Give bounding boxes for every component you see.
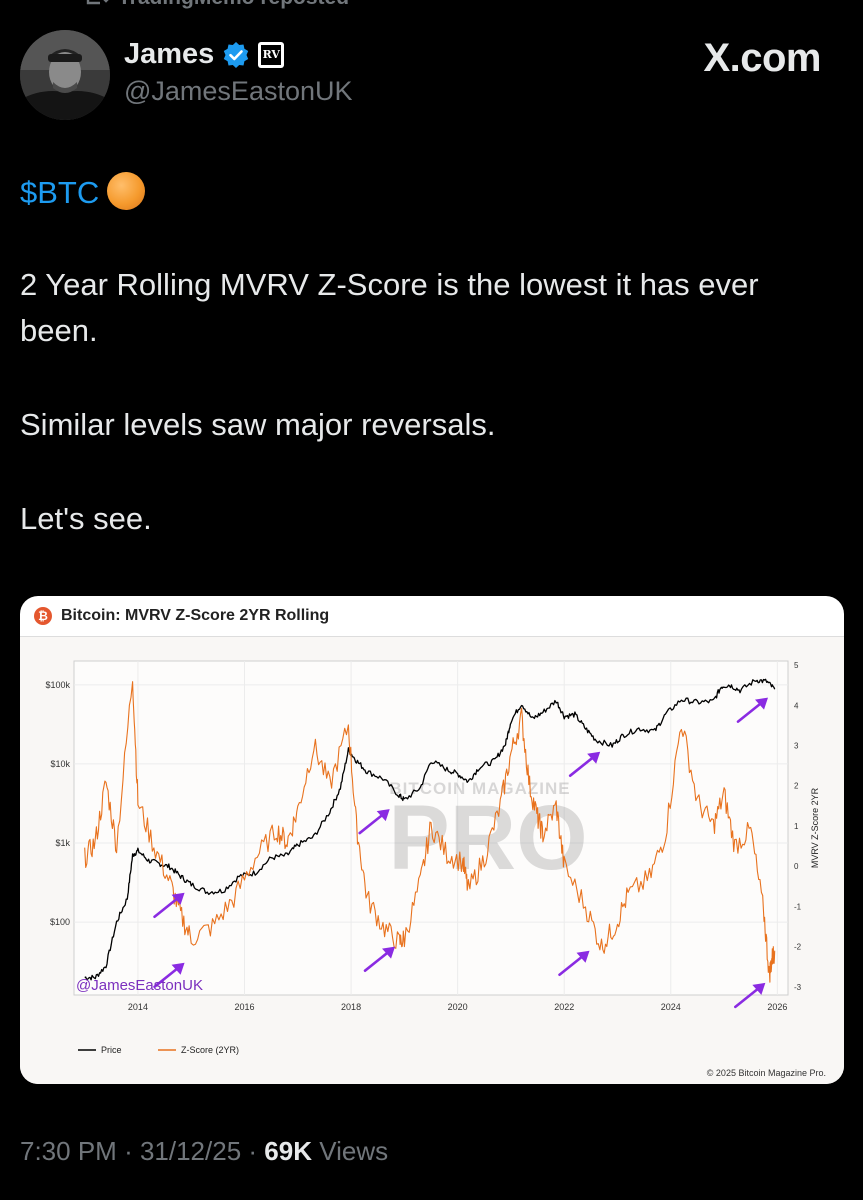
repost-icon [86,0,109,5]
tweet-line-cashtag: $BTC [20,170,840,216]
y-right-tick-label: 3 [794,742,799,751]
tweet-line-3: Let's see. [20,501,152,536]
y-left-tick-label: $100k [45,680,70,690]
y-right-tick-label: 0 [794,862,799,871]
x-tick-label: 2018 [341,1002,361,1012]
x-tick-label: 2014 [128,1002,148,1012]
annotation-arrow-shaft [558,953,586,977]
affiliate-badge[interactable]: RV [258,41,285,68]
annotation-arrow-shaft [153,895,181,919]
tweet-date[interactable]: 31/12/25 [139,1136,242,1166]
tweet-line-1: 2 Year Rolling MVRV Z-Score is the lowes… [20,267,759,348]
y-right-tick-label: 4 [794,701,799,710]
annotation-arrow-head [576,950,590,963]
watermark: BITCOIN MAGAZINE PRO [388,779,587,889]
repost-header: TradingMemo reposted [84,0,349,10]
cashtag-link[interactable]: $BTC [20,175,100,210]
separator-dot: · [124,1136,140,1166]
views-count: 69K [264,1136,312,1166]
chart-legend: Price Z-Score (2YR) [78,1045,239,1055]
legend-label: Z-Score (2YR) [181,1045,239,1055]
y-left-tick-label: $10k [50,759,70,769]
tweet-line-2: Similar levels saw major reversals. [20,407,496,442]
avatar-image [20,30,110,120]
chart-title: Bitcoin: MVRV Z-Score 2YR Rolling [61,607,330,624]
y-right-tick-label: -2 [794,943,802,952]
zscore-line [84,681,776,983]
y-right-tick-label: -3 [794,983,802,992]
chart-header: ₿ Bitcoin: MVRV Z-Score 2YR Rolling [34,607,329,625]
price-line [84,678,776,981]
brand-logo: X.com [703,36,821,80]
y-right-axis-label: MVRV Z-Score 2YR [810,787,820,868]
x-tick-label: 2016 [234,1002,254,1012]
tweet-time[interactable]: 7:30 PM [20,1136,117,1166]
legend-label: Price [101,1045,122,1055]
chart-arrows [153,697,769,1009]
author-handle[interactable]: @JamesEastonUK [124,76,353,106]
repost-label: TradingMemo reposted [118,0,349,10]
tweet-meta: 7:30 PM · 31/12/25 · 69K Views [20,1136,388,1167]
x-tick-label: 2020 [448,1002,468,1012]
chart-grid [73,660,789,996]
annotation-arrow-head [755,697,769,710]
annotation-arrow-head [171,892,185,905]
annotation-arrow-head [376,809,390,822]
annotation-arrow-shaft [736,700,765,723]
separator-dot: · [248,1136,265,1166]
y-right-tick-label: -1 [794,902,802,911]
y-right-tick-label: 2 [794,782,799,791]
chart-image-card[interactable]: ₿ Bitcoin: MVRV Z-Score 2YR Rolling BITC… [20,596,844,1084]
views-label: Views [319,1136,389,1166]
annotation-arrow-head [382,946,396,959]
chart-series [84,678,776,983]
author-row: James RV [124,38,285,71]
annotation-arrow-shaft [568,754,597,777]
y-right-tick-label: 1 [794,822,799,831]
annotation-arrow-shaft [358,811,387,835]
chart-svg: BITCOIN MAGAZINE PRO 2014 2016 2018 2020 202… [45,660,826,1078]
annotation-arrow-head [587,751,601,764]
bitcoin-icon: ₿ [34,607,52,625]
x-tick-label: 2022 [554,1002,574,1012]
copyright: © 2025 Bitcoin Magazine Pro. [707,1068,826,1078]
author-name[interactable]: James [124,38,215,70]
watermark-top: BITCOIN MAGAZINE [389,779,570,798]
plot-area [73,660,789,996]
annotation-arrow-shaft [153,965,181,989]
chart-axes: 2014 2016 2018 2020 2022 2024 2026$100$1k$10k$… [45,661,820,1012]
verified-icon [224,41,249,68]
annotation-arrow-head [752,982,766,995]
handle-overlay: @JamesEastonUK [76,977,203,994]
orange-circle-icon [107,172,146,210]
watermark-main: PRO [388,787,587,889]
avatar[interactable] [20,30,110,120]
annotation-arrow-shaft [734,985,762,1009]
tweet-body: $BTC 2 Year Rolling MVRV Z-Score is the … [20,170,840,542]
x-tick-label: 2024 [661,1002,681,1012]
affiliate-badge-text: RV [261,44,282,65]
y-right-tick-label: 5 [794,661,799,670]
x-tick-label: 2026 [767,1002,787,1012]
annotation-arrow-shaft [363,949,392,972]
y-left-tick-label: $1k [55,838,70,848]
plot-frame: BITCOIN MAGAZINE PRO 2014 2016 2018 2020 202… [20,636,844,1084]
annotation-arrow-head [171,962,185,975]
y-left-tick-label: $100 [50,917,70,927]
